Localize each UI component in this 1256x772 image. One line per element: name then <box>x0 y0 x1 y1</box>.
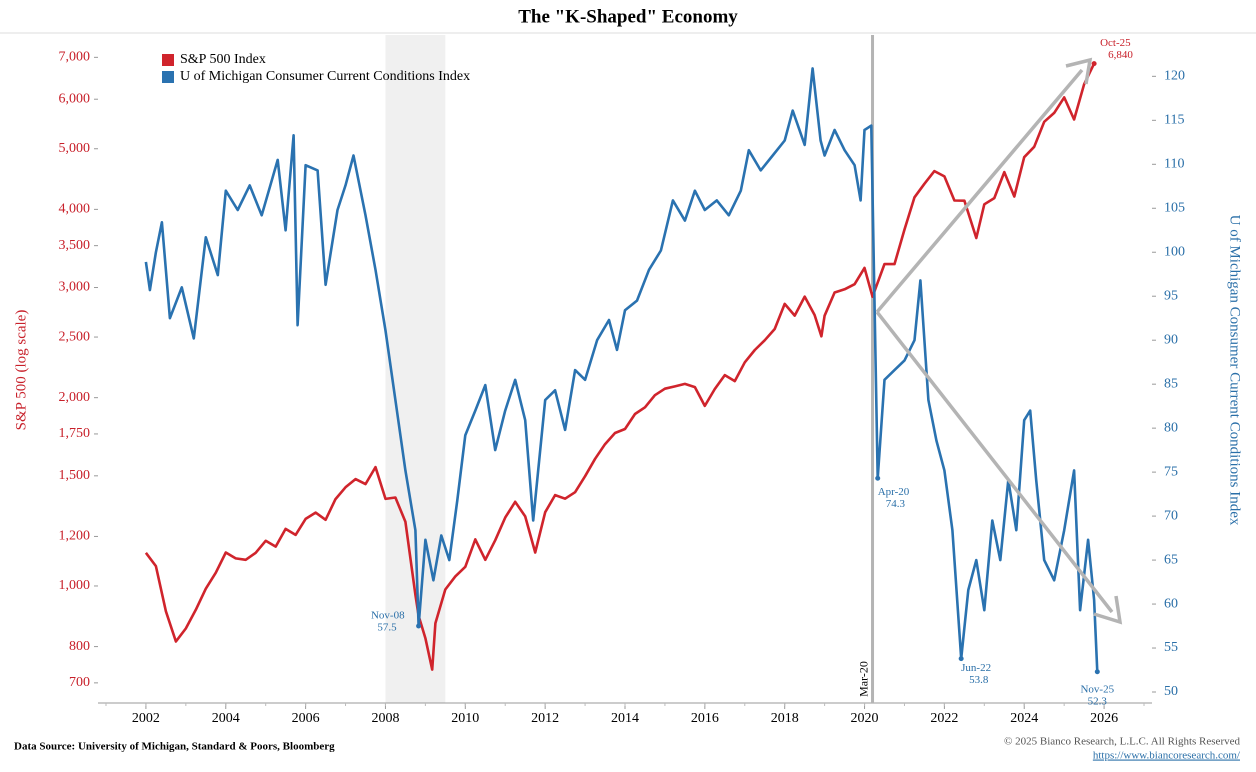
y-tick-label: 3,000 <box>59 280 91 295</box>
x-tick-label: 2018 <box>771 711 799 726</box>
annotation-date: Apr-20 <box>878 486 910 498</box>
x-tick-label: 2008 <box>371 711 399 726</box>
x-tick-label: 2006 <box>292 711 320 726</box>
plot-area: 2002 2004 2006 2008 2010 2012 2014 2016 2018 2020… <box>59 35 1185 726</box>
annotation-value: 52.3 <box>1088 695 1108 707</box>
series-line <box>144 63 1096 671</box>
arrow-head <box>1065 57 1093 85</box>
annotation-value: 74.3 <box>886 498 906 510</box>
legend-label: U of Michigan Consumer Current Condition… <box>180 69 470 84</box>
x-tick-label: 2020 <box>851 711 879 726</box>
y2-tick-label: 105 <box>1164 200 1185 215</box>
y2-tick-label: 70 <box>1164 508 1178 523</box>
x-tick-label: 2016 <box>691 711 719 726</box>
y2-tick-label: 80 <box>1164 420 1178 435</box>
x-tick-label: 2014 <box>611 711 639 726</box>
annotation-point <box>1091 61 1097 67</box>
y-tick-label: 3,500 <box>59 238 91 253</box>
y-axis-label: S&P 500 (log scale) <box>13 310 29 431</box>
annotation-date: Nov-25 <box>1080 683 1114 695</box>
y2-tick-label: 65 <box>1164 552 1178 567</box>
y2-tick-label: 50 <box>1164 684 1178 699</box>
y-tick-label: 1,200 <box>59 529 91 544</box>
legend-swatch <box>162 54 174 66</box>
x-tick-label: 2026 <box>1090 711 1118 726</box>
legend-label: S&P 500 Index <box>180 52 266 67</box>
annotation-point <box>875 475 881 481</box>
annotation-date: Oct-25 <box>1100 37 1131 49</box>
series-line <box>144 67 1099 672</box>
y-tick-label: 1,000 <box>59 578 91 593</box>
chart-title: The "K-Shaped" Economy <box>518 6 738 27</box>
y2-tick-label: 120 <box>1164 69 1185 84</box>
annotation-date: Nov-08 <box>371 610 405 622</box>
x-tick-label: 2024 <box>1010 711 1038 726</box>
source-note: Data Source: University of Michigan, Sta… <box>14 741 335 753</box>
y-tick-label: 1,750 <box>59 426 91 441</box>
annotation-value: 6,840 <box>1108 49 1133 61</box>
y-tick-label: 2,500 <box>59 329 91 344</box>
y2-tick-label: 60 <box>1164 596 1178 611</box>
y2-tick-label: 115 <box>1164 113 1184 128</box>
y2-tick-label: 95 <box>1164 288 1178 303</box>
y2-axis-label: U of Michigan Consumer Current Condition… <box>1227 215 1243 526</box>
y2-tick-label: 75 <box>1164 464 1178 479</box>
y-tick-label: 6,000 <box>59 91 91 106</box>
y-tick-label: 2,000 <box>59 390 91 405</box>
x-tick-label: 2010 <box>451 711 479 726</box>
y-tick-label: 700 <box>69 675 90 690</box>
annotation-value: 53.8 <box>969 674 989 686</box>
y-tick-label: 4,000 <box>59 202 91 217</box>
arrow-head <box>1093 595 1123 625</box>
x-tick-label: 2012 <box>531 711 559 726</box>
y2-tick-label: 100 <box>1164 244 1185 259</box>
y2-tick-label: 85 <box>1164 376 1178 391</box>
annotation-point <box>958 656 964 662</box>
x-tick-label: 2004 <box>212 711 240 726</box>
x-tick-label: 2002 <box>132 711 160 726</box>
y-tick-label: 5,000 <box>59 141 91 156</box>
k-arrows <box>875 57 1123 625</box>
x-tick-label: 2022 <box>930 711 958 726</box>
annotation-point <box>1094 669 1100 675</box>
copyright: © 2025 Bianco Research, L.L.C. All Right… <box>1004 736 1240 748</box>
arrow-down <box>875 310 1114 614</box>
y-tick-label: 7,000 <box>59 50 91 65</box>
source-url[interactable]: https://www.biancoresearch.com/ <box>1093 750 1241 762</box>
y2-tick-label: 90 <box>1164 332 1178 347</box>
event-label: Mar-20 <box>856 661 870 697</box>
annotation-point <box>416 623 422 629</box>
y-tick-label: 800 <box>69 639 90 654</box>
arrow-up <box>875 68 1084 314</box>
y2-tick-label: 110 <box>1164 157 1184 172</box>
y2-tick-label: 55 <box>1164 640 1178 655</box>
y-tick-label: 1,500 <box>59 468 91 483</box>
annotation-date: Jun-22 <box>961 662 991 674</box>
annotation-value: 57.5 <box>377 622 397 634</box>
legend-swatch <box>162 71 174 83</box>
